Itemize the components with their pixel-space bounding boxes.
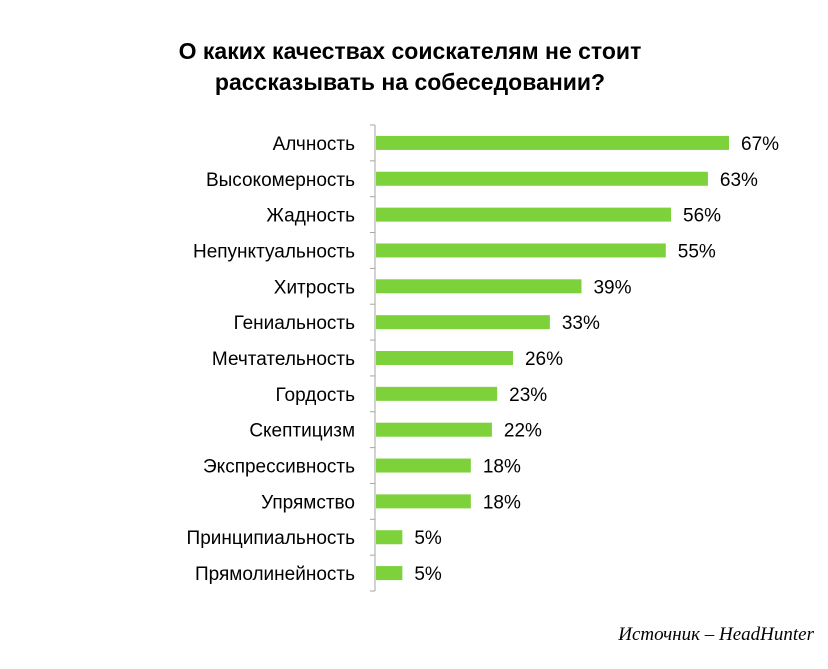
data-label: 18%	[483, 457, 521, 478]
bar	[376, 494, 471, 509]
data-label: 23%	[509, 385, 547, 406]
data-label: 5%	[414, 564, 442, 585]
category-label: Алчность	[273, 134, 356, 155]
bar	[376, 458, 471, 473]
category-label: Прямолинейность	[195, 564, 355, 585]
bar	[376, 351, 513, 365]
category-label: Упрямство	[261, 492, 355, 513]
data-label: 26%	[525, 349, 563, 370]
chart-title-line-1: О каких качествах соискателям не стоит	[178, 38, 642, 64]
category-label: Хитрость	[274, 277, 355, 298]
bar	[376, 315, 550, 330]
category-label: Экспрессивность	[203, 457, 355, 478]
bar	[376, 530, 403, 545]
data-label: 33%	[562, 313, 600, 334]
bar	[376, 386, 498, 401]
bar	[376, 171, 708, 186]
chart-title: О каких качествах соискателям не стоит р…	[60, 36, 760, 98]
category-label: Жадность	[266, 206, 355, 227]
category-label: Скептицизм	[249, 421, 355, 442]
data-label: 63%	[720, 170, 758, 191]
bar	[376, 243, 666, 258]
data-label: 22%	[504, 421, 542, 442]
category-label: Мечтательность	[212, 349, 355, 370]
data-label: 5%	[414, 528, 442, 549]
data-label: 55%	[678, 241, 716, 262]
data-label: 56%	[683, 206, 721, 227]
source-note: Источник – HeadHunter	[618, 624, 814, 645]
data-label: 18%	[483, 492, 521, 513]
bar	[376, 422, 492, 437]
bar	[376, 135, 729, 150]
category-label: Принципиальность	[187, 528, 356, 549]
bar	[376, 566, 403, 581]
bar	[376, 207, 672, 222]
data-label: 67%	[741, 134, 779, 155]
bar	[376, 279, 582, 294]
chart-title-line-2: рассказывать на собеседовании?	[214, 69, 606, 95]
category-label: Гордость	[276, 385, 356, 406]
category-label: Гениальность	[234, 313, 356, 334]
category-label: Высокомерность	[206, 170, 355, 191]
data-label: 39%	[593, 277, 631, 298]
category-label: Непунктуальность	[193, 241, 355, 262]
